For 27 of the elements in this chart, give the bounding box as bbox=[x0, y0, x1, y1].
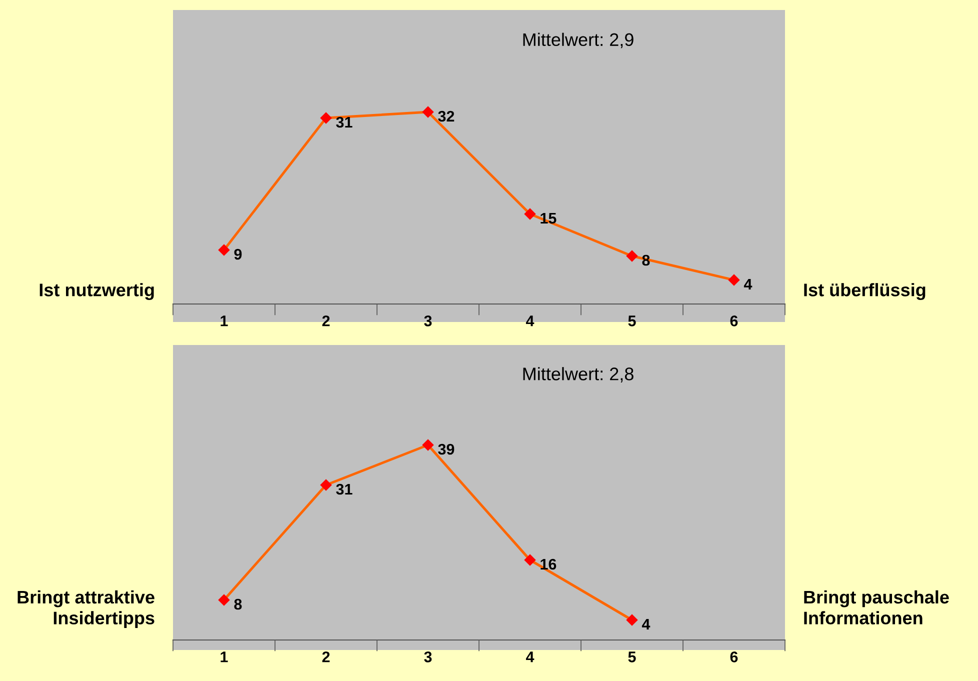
text: Ist überflüssig bbox=[804, 283, 926, 300]
data-label: 4 bbox=[642, 618, 650, 630]
x-tick-label: 5 bbox=[628, 652, 636, 662]
data-label: 39 bbox=[438, 444, 454, 455]
data-label: 9 bbox=[234, 248, 242, 260]
annotation: Mittelwert: 2,8 bbox=[523, 367, 634, 382]
text: Bringt attraktive Insidertipps bbox=[18, 590, 154, 628]
x-tick-label: 3 bbox=[424, 316, 432, 326]
data-label: 32 bbox=[438, 110, 454, 122]
x-tick-label: 4 bbox=[526, 316, 534, 326]
x-tick-label: 4 bbox=[526, 652, 534, 662]
text: Ist nutzwertig bbox=[40, 283, 154, 300]
x-tick-label: 5 bbox=[628, 316, 636, 326]
x-tick-label: 2 bbox=[322, 316, 330, 326]
x-tick-label: 3 bbox=[424, 652, 432, 662]
annotation: Mittelwert: 2,9 bbox=[523, 32, 634, 48]
data-label: 31 bbox=[336, 116, 352, 128]
x-tick-label: 6 bbox=[730, 652, 738, 662]
x-tick-label: 1 bbox=[220, 316, 228, 326]
data-label: 31 bbox=[336, 484, 352, 495]
data-label: 8 bbox=[234, 598, 242, 610]
data-label: 16 bbox=[540, 558, 556, 570]
x-tick-label: 1 bbox=[220, 652, 228, 662]
data-label: 4 bbox=[744, 278, 752, 290]
x-tick-label: 6 bbox=[730, 316, 738, 326]
text: Bringt pauschale Informationen bbox=[804, 590, 949, 624]
x-tick-label: 2 bbox=[322, 652, 330, 662]
